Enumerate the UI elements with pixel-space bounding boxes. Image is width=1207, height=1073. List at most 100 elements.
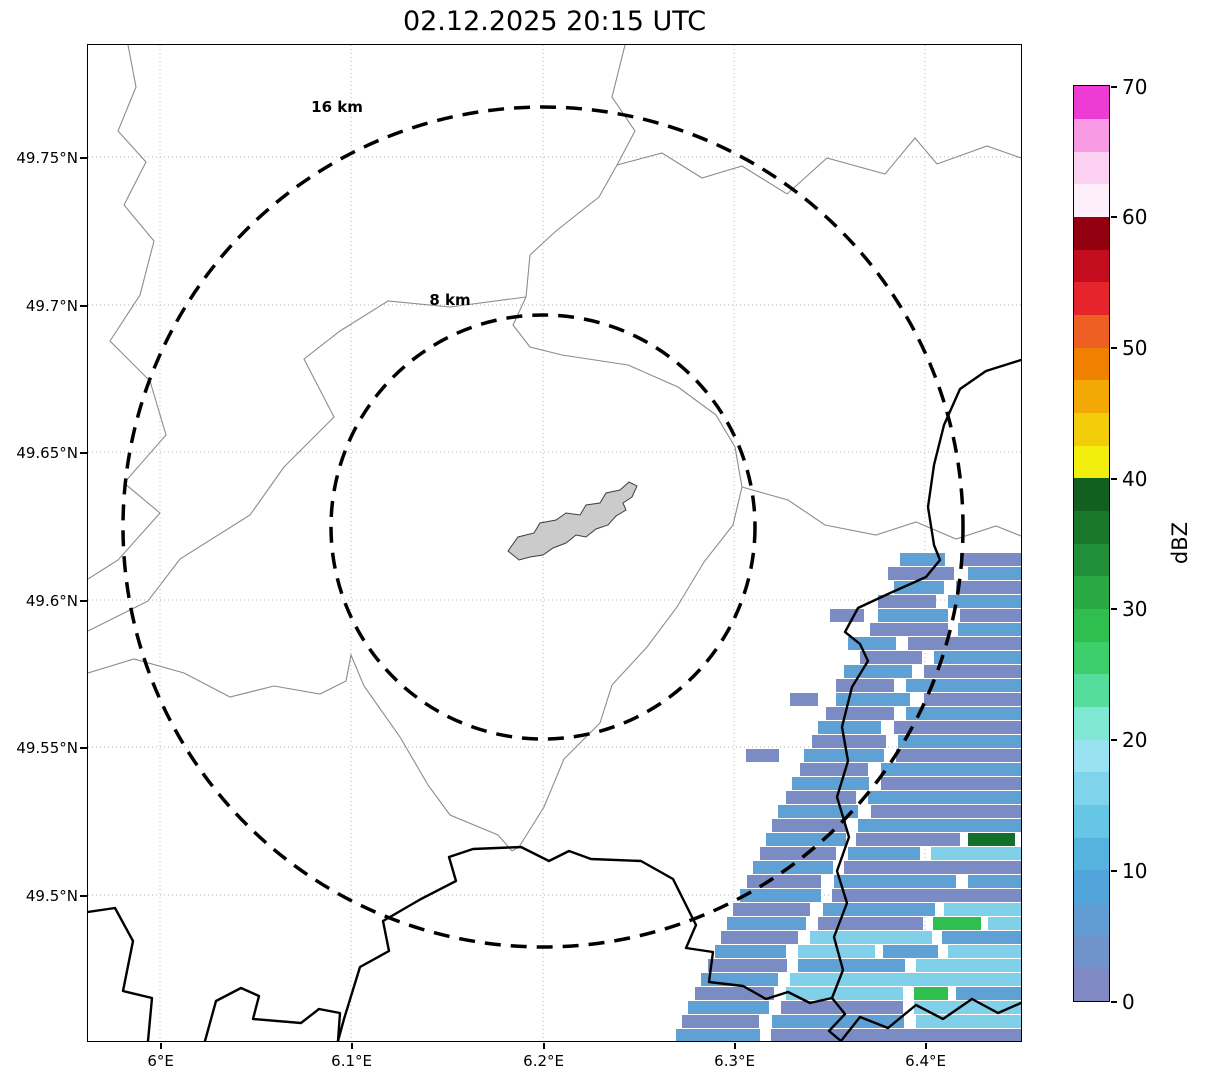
radar-echo-cell — [944, 903, 1021, 916]
colorbar-tick-label: 50 — [1122, 336, 1148, 361]
radar-echo-cell — [786, 791, 856, 804]
radar-echo-cell — [933, 917, 981, 930]
radar-echo-cell — [715, 945, 786, 958]
radar-echo-cell — [727, 917, 806, 930]
radar-echo-cell — [812, 735, 886, 748]
colorbar-tick-mark — [1111, 477, 1117, 480]
radar-echo-cell — [836, 693, 910, 706]
x-tick-label: 6.3°E — [714, 1052, 756, 1070]
colorbar-segment — [1074, 608, 1109, 642]
y-tick-mark — [80, 599, 87, 602]
admin-boundary-line — [616, 137, 1021, 195]
colorbar-segment — [1074, 706, 1109, 740]
y-tick-label: 49.65°N — [16, 443, 78, 462]
radar-echo-cell — [931, 847, 1021, 860]
admin-boundary-line — [88, 296, 527, 632]
map-plot: 16 km 8 km — [87, 44, 1022, 1042]
radar-echo-cell — [682, 1015, 759, 1028]
radar-echo-cell — [948, 945, 1021, 958]
plot-title: 02.12.2025 20:15 UTC — [402, 6, 707, 37]
colorbar-tick-mark — [1111, 216, 1117, 219]
admin-boundary-line — [88, 653, 513, 852]
radar-echo-cell — [898, 735, 1021, 748]
colorbar-tick-label: 30 — [1122, 597, 1148, 622]
radar-echo-cell — [958, 623, 1021, 636]
radar-echo-cell — [746, 749, 779, 762]
colorbar-segment — [1074, 445, 1109, 479]
radar-echo-cell — [856, 833, 960, 846]
colorbar-segment — [1074, 674, 1109, 707]
radar-echo-cell — [894, 721, 1021, 734]
radar-echo-cell — [968, 875, 1021, 888]
range-ring — [329, 313, 757, 741]
colorbar-segment — [1074, 804, 1109, 838]
colorbar-segment — [1074, 837, 1109, 871]
radar-echo-cell — [934, 651, 1021, 664]
colorbar-tick-mark — [1111, 1000, 1117, 1003]
range-ring-label: 16 km — [311, 98, 363, 116]
radar-echo-cell — [676, 1029, 760, 1041]
radar-echo-cell — [900, 553, 945, 566]
radar-echo-cell — [878, 609, 948, 622]
radar-echo-cell — [968, 833, 1015, 846]
radar-echo-cell — [868, 791, 1021, 804]
radar-echo-cell — [906, 679, 1021, 692]
radar-echo-cell — [836, 679, 894, 692]
admin-boundary-line — [741, 486, 1021, 540]
radar-echo-cell — [688, 1001, 769, 1014]
radar-echo-cell — [701, 973, 778, 986]
radar-echo-cell — [818, 917, 923, 930]
y-tick-label: 49.55°N — [16, 738, 78, 757]
colorbar-segment — [1074, 347, 1109, 381]
colorbar-segment — [1074, 968, 1109, 1001]
y-tick-label: 49.7°N — [25, 296, 78, 315]
national-border-line — [827, 358, 1021, 1041]
x-tick-mark — [159, 1043, 162, 1049]
radar-echo-cell — [960, 553, 1021, 566]
radar-echo-cell — [771, 1029, 1021, 1041]
radar-echo-cell — [798, 959, 905, 972]
x-tick-label: 6.4°E — [905, 1052, 947, 1070]
radar-echo-cell — [766, 833, 846, 846]
admin-boundary-line — [511, 45, 743, 852]
range-ring-label: 8 km — [429, 291, 470, 309]
radar-echo-cell — [848, 847, 920, 860]
radar-echo-cell — [956, 987, 1021, 1000]
colorbar-segment — [1074, 772, 1109, 805]
colorbar-segment — [1074, 478, 1109, 511]
colorbar-tick-label: 20 — [1122, 728, 1148, 753]
x-tick-mark — [924, 1043, 927, 1049]
x-tick-label: 6°E — [147, 1052, 174, 1070]
radar-echo-cell — [948, 595, 1021, 608]
radar-echo-cell — [924, 693, 1021, 706]
colorbar-unit-label: dBZ — [1168, 521, 1192, 565]
radar-echo-cell — [871, 805, 1021, 818]
radar-echo-cell — [708, 959, 787, 972]
colorbar-tick-mark — [1111, 739, 1117, 742]
radar-echo-cell — [760, 847, 836, 860]
colorbar-segment — [1074, 576, 1109, 609]
radar-echo-cell — [968, 567, 1021, 580]
colorbar-segment — [1074, 282, 1109, 315]
radar-echo-cell — [800, 763, 868, 776]
radar-echo-cell — [960, 609, 1021, 622]
colorbar-tick-label: 10 — [1122, 858, 1148, 883]
y-tick-label: 49.6°N — [25, 591, 78, 610]
radar-echo-cell — [834, 875, 956, 888]
colorbar-segment — [1074, 380, 1109, 413]
radar-echo-cell — [798, 945, 875, 958]
radar-echo-cell — [894, 581, 944, 594]
colorbar — [1073, 85, 1110, 1002]
radar-echo-cell — [908, 637, 1021, 650]
x-tick-mark — [350, 1043, 353, 1049]
colorbar-tick-label: 40 — [1122, 466, 1148, 491]
radar-echo-cell — [786, 987, 903, 1000]
radar-echo-cell — [844, 861, 1021, 874]
radar-echo-cell — [695, 987, 774, 1000]
colorbar-segment — [1074, 151, 1109, 185]
colorbar-segment — [1074, 902, 1109, 936]
y-tick-label: 49.5°N — [25, 886, 78, 905]
colorbar-segment — [1074, 184, 1109, 217]
x-tick-label: 6.1°E — [331, 1052, 373, 1070]
range-ring — [121, 105, 965, 949]
